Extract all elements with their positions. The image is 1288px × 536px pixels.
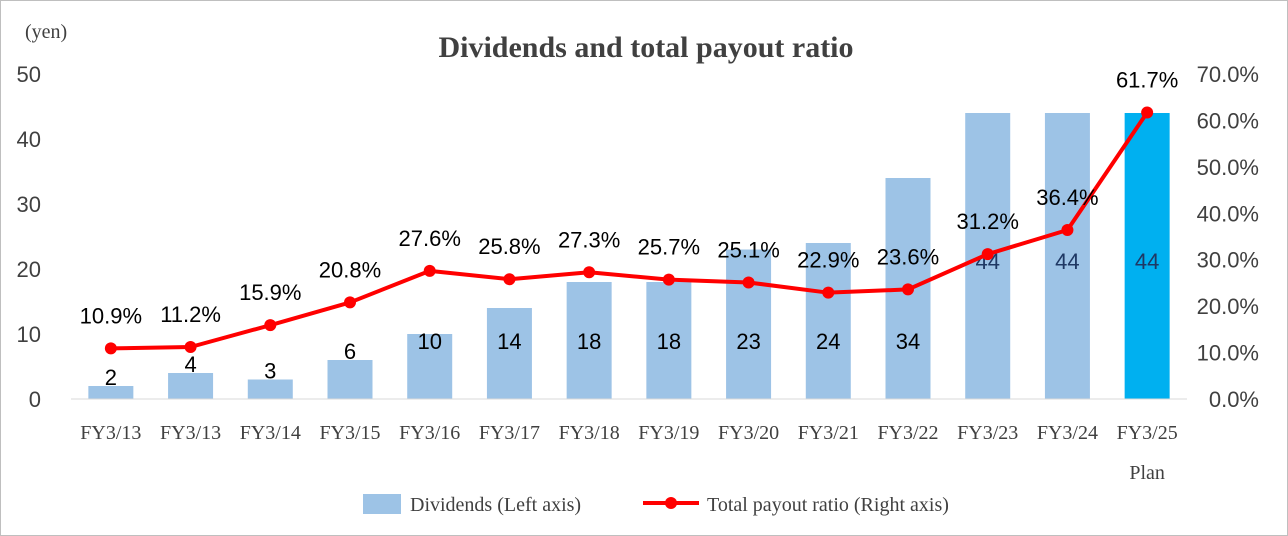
dividend-value-label: 18 — [577, 329, 601, 354]
dividend-bar — [726, 249, 772, 399]
payout-ratio-point — [822, 286, 835, 299]
dividend-value-label: 44 — [1055, 249, 1079, 274]
legend: Dividends (Left axis) Total payout ratio… — [363, 494, 949, 516]
payout-ratio-point — [1141, 106, 1154, 119]
dividend-bar — [247, 379, 293, 399]
payout-ratio-point — [902, 283, 914, 296]
x-axis-label: FY3/14 — [240, 422, 301, 444]
dividend-value-label: 24 — [816, 329, 840, 354]
payout-ratio-point — [503, 273, 516, 286]
dividend-value-label: 4 — [184, 352, 196, 377]
payout-ratio-label: 36.4% — [1036, 185, 1098, 210]
x-axis-labels: FY3/13 FY3/13 FY3/14 FY3/15 FY3/16 FY3/17 FY3/… — [80, 422, 1177, 484]
dividend-value-label: 3 — [264, 359, 276, 384]
left-tick-label: 0 — [29, 387, 41, 412]
right-axis-ticks: 0.0% 10.0% 20.0% 30.0% 40.0% 50.0% 60.0% 70.0% — [1197, 62, 1259, 412]
right-tick-label: 30.0% — [1197, 248, 1259, 273]
dividend-bar — [1044, 113, 1090, 399]
right-tick-label: 70.0% — [1197, 62, 1259, 87]
left-tick-label: 50 — [17, 62, 41, 87]
dividend-bar — [566, 282, 612, 399]
left-tick-label: 30 — [17, 192, 41, 217]
x-axis-label: FY3/13 — [80, 422, 141, 444]
x-axis-label: FY3/19 — [638, 422, 699, 444]
x-axis-label: FY3/20 — [718, 422, 779, 444]
payout-ratio-label: 22.9% — [797, 248, 859, 273]
dividend-bars — [88, 113, 1170, 399]
payout-ratio-line — [104, 106, 1154, 355]
payout-ratio-polyline — [110, 111, 1149, 351]
payout-ratio-label: 20.8% — [319, 257, 381, 282]
payout-ratio-label: 23.6% — [877, 244, 939, 269]
payout-ratio-point — [344, 296, 356, 309]
dividend-bar — [1124, 113, 1170, 399]
x-axis-label: FY3/13 — [160, 422, 221, 444]
legend-payout-marker — [665, 497, 677, 509]
right-tick-label: 0.0% — [1209, 387, 1259, 412]
x-axis-label: FY3/17 — [479, 422, 540, 444]
dividend-value-label: 44 — [1135, 249, 1159, 274]
payout-ratio-label: 25.8% — [478, 234, 540, 259]
payout-ratio-point — [264, 319, 277, 332]
dividend-bar — [486, 308, 532, 399]
x-axis-label: FY3/16 — [399, 422, 460, 444]
x-axis-label: FY3/15 — [319, 422, 380, 444]
dividend-bar — [327, 360, 373, 399]
dividend-bar — [88, 386, 134, 399]
payout-ratio-point — [981, 248, 994, 261]
payout-ratio-point — [1061, 224, 1074, 236]
left-axis-unit: (yen) — [25, 21, 67, 43]
x-axis-label: FY3/24 — [1037, 422, 1098, 444]
x-axis-label: FY3/23 — [957, 422, 1018, 444]
payout-ratio-labels: 10.9% 11.2% 15.9% 20.8% 27.6% 25.8% 27.3% 25.7%… — [80, 68, 1179, 329]
dividend-bar — [805, 243, 851, 399]
dividend-bar — [168, 373, 214, 399]
chart-title: Dividends and total payout ratio — [438, 31, 853, 64]
right-tick-label: 10.0% — [1197, 341, 1259, 366]
left-tick-label: 20 — [17, 257, 41, 282]
left-axis-ticks: 0 10 20 30 40 50 — [17, 62, 41, 412]
payout-ratio-label: 10.9% — [80, 303, 142, 328]
legend-payout-label: Total payout ratio (Right axis) — [707, 494, 949, 516]
payout-ratio-label: 25.1% — [717, 237, 779, 262]
x-axis-label: FY3/25 — [1117, 422, 1178, 444]
payout-ratio-label: 31.2% — [957, 209, 1019, 234]
payout-ratio-label: 11.2% — [160, 302, 221, 327]
dividend-value-label: 10 — [417, 329, 441, 354]
dividend-bar — [646, 282, 692, 399]
dividend-value-label: 34 — [896, 329, 920, 354]
payout-ratio-label: 27.6% — [399, 226, 461, 251]
payout-ratio-point — [662, 273, 675, 286]
left-tick-label: 40 — [17, 127, 41, 152]
right-tick-label: 60.0% — [1197, 108, 1259, 133]
dividend-value-label: 14 — [497, 329, 521, 354]
payout-ratio-point — [583, 266, 596, 279]
x-axis-sublabel: Plan — [1129, 462, 1165, 484]
payout-ratio-point — [184, 341, 197, 353]
dividend-value-label: 18 — [657, 329, 681, 354]
payout-ratio-point — [104, 342, 117, 355]
payout-ratio-label: 27.3% — [558, 227, 620, 252]
legend-dividends-label: Dividends (Left axis) — [410, 494, 581, 516]
left-tick-label: 10 — [17, 322, 41, 347]
dividend-value-label: 23 — [736, 329, 760, 354]
right-tick-label: 20.0% — [1197, 294, 1259, 319]
legend-dividends-swatch — [363, 494, 401, 514]
dividend-value-label: 6 — [344, 339, 356, 364]
payout-ratio-label: 15.9% — [239, 280, 301, 305]
x-axis-label: FY3/21 — [798, 422, 859, 444]
right-tick-label: 50.0% — [1197, 155, 1259, 180]
payout-ratio-point — [742, 276, 755, 289]
x-axis-label: FY3/22 — [877, 422, 938, 444]
x-axis-label: FY3/18 — [559, 422, 620, 444]
right-tick-label: 40.0% — [1197, 201, 1259, 226]
dividend-value-label: 2 — [105, 365, 117, 390]
payout-ratio-label: 25.7% — [638, 235, 700, 260]
payout-ratio-point — [423, 264, 436, 277]
payout-ratio-label: 61.7% — [1116, 68, 1178, 93]
dividend-bar — [407, 334, 453, 399]
